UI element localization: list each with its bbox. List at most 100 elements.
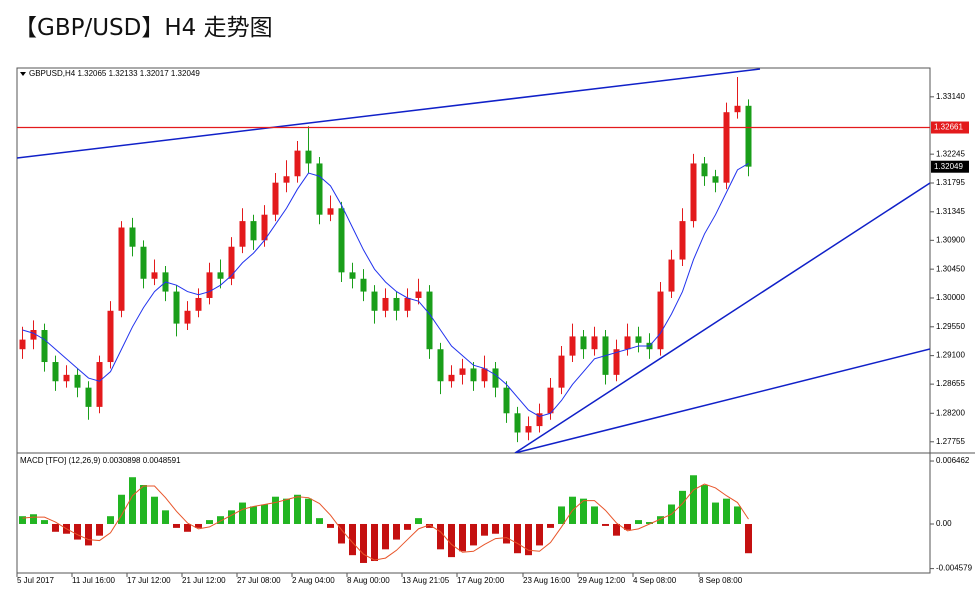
- candle-body: [140, 246, 147, 279]
- macd-bar: [437, 523, 444, 550]
- macd-bar: [85, 523, 92, 546]
- macd-bar: [470, 523, 477, 546]
- macd-bar: [305, 498, 312, 524]
- macd-bar: [107, 516, 114, 524]
- candle-body: [41, 330, 48, 363]
- macd-bar: [294, 494, 301, 524]
- y-tick-label: 1.27755: [936, 437, 965, 446]
- x-tick-label: 23 Aug 16:00: [523, 576, 571, 585]
- macd-bar: [129, 477, 136, 524]
- macd-bar: [536, 523, 543, 546]
- macd-bar: [701, 485, 708, 524]
- candle-body: [514, 413, 521, 433]
- macd-bar: [206, 520, 213, 524]
- macd-bar: [657, 516, 664, 524]
- candle-body: [371, 291, 378, 311]
- candle-body: [118, 227, 125, 311]
- y-tick-label: 0.006462: [936, 456, 970, 465]
- candle-body: [404, 297, 411, 311]
- candle-body: [184, 310, 191, 324]
- macd-bar: [602, 523, 609, 526]
- candle-body: [426, 291, 433, 350]
- candle-body: [283, 176, 290, 183]
- hline-label-box: [931, 121, 969, 134]
- macd-bar: [514, 523, 521, 554]
- macd-bar: [404, 523, 411, 530]
- trendline: [514, 348, 930, 453]
- candle-body: [492, 368, 499, 388]
- candle-body: [536, 413, 543, 427]
- candle-body: [239, 221, 246, 247]
- macd-bar: [272, 496, 279, 524]
- candle-body: [624, 336, 631, 350]
- hline-label: 1.32661: [934, 123, 963, 132]
- candle-body: [360, 278, 367, 292]
- macd-bar: [217, 516, 224, 524]
- candle-body: [679, 221, 686, 260]
- x-tick-label: 8 Aug 00:00: [347, 576, 390, 585]
- macd-bar: [481, 523, 488, 536]
- price-label: 1.32049: [934, 162, 963, 171]
- candle-body: [701, 163, 708, 177]
- candle-body: [415, 291, 422, 298]
- candle-body: [745, 105, 752, 167]
- macd-bar: [448, 523, 455, 558]
- x-tick-label: 11 Jul 16:00: [72, 576, 116, 585]
- candle-body: [635, 336, 642, 343]
- macd-bar: [349, 523, 356, 556]
- price-label-box: [931, 160, 969, 173]
- macd-bar: [140, 485, 147, 524]
- macd-bar: [492, 523, 499, 534]
- macd-bar: [261, 504, 268, 524]
- candle-body: [613, 349, 620, 375]
- y-tick-label: 0.00: [936, 519, 952, 528]
- candle-body: [349, 272, 356, 279]
- candle-body: [63, 374, 70, 382]
- macd-bar: [580, 498, 587, 524]
- x-tick-label: 5 Jul 2017: [17, 576, 54, 585]
- x-tick-label: 17 Aug 20:00: [457, 576, 505, 585]
- candle-body: [327, 208, 334, 215]
- candle-body: [305, 150, 312, 164]
- x-tick-label: 2 Aug 04:00: [292, 576, 335, 585]
- candle-body: [525, 426, 532, 433]
- candle-body: [459, 368, 466, 375]
- macd-header: MACD [TFO] (12,26,9) 0.0030898 0.0048591: [20, 456, 181, 465]
- candle-body: [437, 349, 444, 382]
- macd-bar: [635, 520, 642, 524]
- macd-bar: [30, 514, 37, 524]
- macd-bar: [723, 498, 730, 524]
- macd-bar: [646, 522, 653, 524]
- macd-bar: [371, 523, 378, 562]
- macd-bar: [503, 523, 510, 544]
- price-header: GBPUSD,H4 1.32065 1.32133 1.32017 1.3204…: [29, 69, 200, 78]
- y-tick-label: 1.31345: [936, 207, 965, 216]
- trendline: [17, 68, 761, 159]
- macd-bar: [360, 523, 367, 563]
- macd-bar: [415, 518, 422, 524]
- x-tick-label: 4 Sep 08:00: [633, 576, 677, 585]
- macd-bar: [41, 520, 48, 524]
- macd-bar: [426, 523, 433, 528]
- macd-bar: [613, 523, 620, 536]
- macd-bar: [283, 498, 290, 524]
- macd-bar: [690, 475, 697, 524]
- y-tick-label: 1.29550: [936, 322, 965, 331]
- candle-body: [338, 208, 345, 273]
- candle-body: [558, 355, 565, 388]
- macd-bar: [239, 502, 246, 524]
- macd-bar: [591, 506, 598, 524]
- x-tick-label: 29 Aug 12:00: [578, 576, 626, 585]
- macd-bar: [745, 523, 752, 554]
- candle-body: [74, 374, 81, 388]
- candle-body: [690, 163, 697, 222]
- macd-bar: [525, 523, 532, 556]
- candle-body: [470, 368, 477, 382]
- y-tick-label: -0.004579: [936, 564, 973, 573]
- candle-body: [206, 272, 213, 298]
- candle-body: [734, 105, 741, 113]
- macd-bar: [316, 518, 323, 524]
- macd-bar: [151, 496, 158, 524]
